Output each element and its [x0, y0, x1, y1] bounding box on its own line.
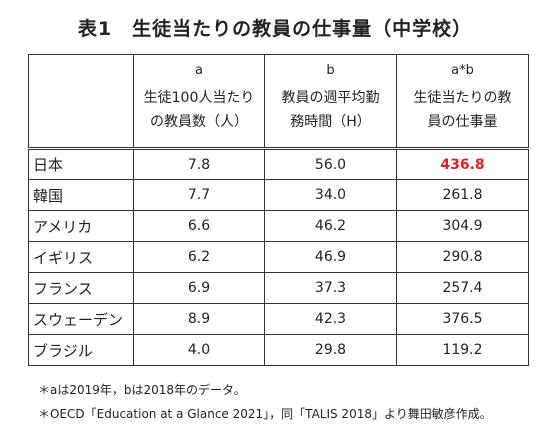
country-cell: ブラジル	[28, 334, 134, 366]
column-key: a	[195, 63, 203, 78]
column-key: a*b	[451, 63, 474, 78]
table-row: 韓国 7.7 34.0 261.8	[28, 179, 529, 211]
value-ab-cell: 257.4	[396, 272, 529, 304]
column-header-b: b 教員の週平均勤 務時間（H）	[264, 54, 397, 150]
value-b-cell: 42.3	[264, 303, 397, 335]
value-b-cell: 56.0	[264, 148, 397, 180]
footnote: ＊aは2019年，bは2018年のデータ。	[38, 383, 246, 397]
country-cell: 日本	[28, 148, 134, 180]
value-a-cell: 7.8	[133, 148, 265, 180]
value-ab-cell: 119.2	[396, 334, 529, 366]
column-header-a: a 生徒100人当たり の教員数（人）	[133, 54, 265, 150]
value-a-cell: 6.9	[133, 272, 265, 304]
table-row: イギリス 6.2 46.9 290.8	[28, 241, 529, 273]
country-cell: アメリカ	[28, 210, 134, 242]
header-row: a 生徒100人当たり の教員数（人） b 教員の週平均勤 務時間（H） a*b…	[28, 54, 529, 150]
column-label-line2: 員の仕事量	[427, 114, 498, 130]
value-b-cell: 46.9	[264, 241, 397, 273]
value-ab-cell: 436.8	[396, 148, 529, 180]
corner-cell	[28, 54, 134, 150]
column-label-line2: の教員数（人）	[150, 114, 248, 130]
highlighted-value: 436.8	[440, 156, 485, 173]
value-a-cell: 6.2	[133, 241, 265, 273]
value-b-cell: 29.8	[264, 334, 397, 366]
country-cell: 韓国	[28, 179, 134, 211]
country-cell: イギリス	[28, 241, 134, 273]
value-a-cell: 7.7	[133, 179, 265, 211]
table-row: 日本 7.8 56.0 436.8	[28, 148, 529, 180]
value-b-cell: 37.3	[264, 272, 397, 304]
value-b-cell: 46.2	[264, 210, 397, 242]
value-ab-cell: 304.9	[396, 210, 529, 242]
value-a-cell: 8.9	[133, 303, 265, 335]
value-a-cell: 6.6	[133, 210, 265, 242]
value-ab-cell: 261.8	[396, 179, 529, 211]
column-label-line2: 務時間（H）	[290, 114, 371, 130]
column-key: b	[326, 63, 335, 78]
country-cell: スウェーデン	[28, 303, 134, 335]
data-table: a 生徒100人当たり の教員数（人） b 教員の週平均勤 務時間（H） a*b…	[28, 54, 529, 366]
table-title: 表1 生徒当たりの教員の仕事量（中学校）	[77, 18, 473, 40]
value-ab-cell: 376.5	[396, 303, 529, 335]
country-cell: フランス	[28, 272, 134, 304]
column-label-line1: 生徒100人当たり	[143, 90, 255, 106]
value-ab-cell: 290.8	[396, 241, 529, 273]
value-b-cell: 34.0	[264, 179, 397, 211]
column-label-line1: 生徒当たりの教	[413, 90, 512, 106]
table-row: スウェーデン 8.9 42.3 376.5	[28, 303, 529, 335]
column-label-line1: 教員の週平均勤	[281, 90, 380, 106]
column-header-ab: a*b 生徒当たりの教 員の仕事量	[396, 54, 529, 150]
table-row: ブラジル 4.0 29.8 119.2	[28, 334, 529, 366]
footnotes: ＊aは2019年，bは2018年のデータ。 ＊OECD「Education at…	[38, 378, 492, 426]
table-row: アメリカ 6.6 46.2 304.9	[28, 210, 529, 242]
value-a-cell: 4.0	[133, 334, 265, 366]
table-row: フランス 6.9 37.3 257.4	[28, 272, 529, 304]
footnote: ＊OECD「Education at a Glance 2021」，同「TALI…	[38, 407, 492, 421]
